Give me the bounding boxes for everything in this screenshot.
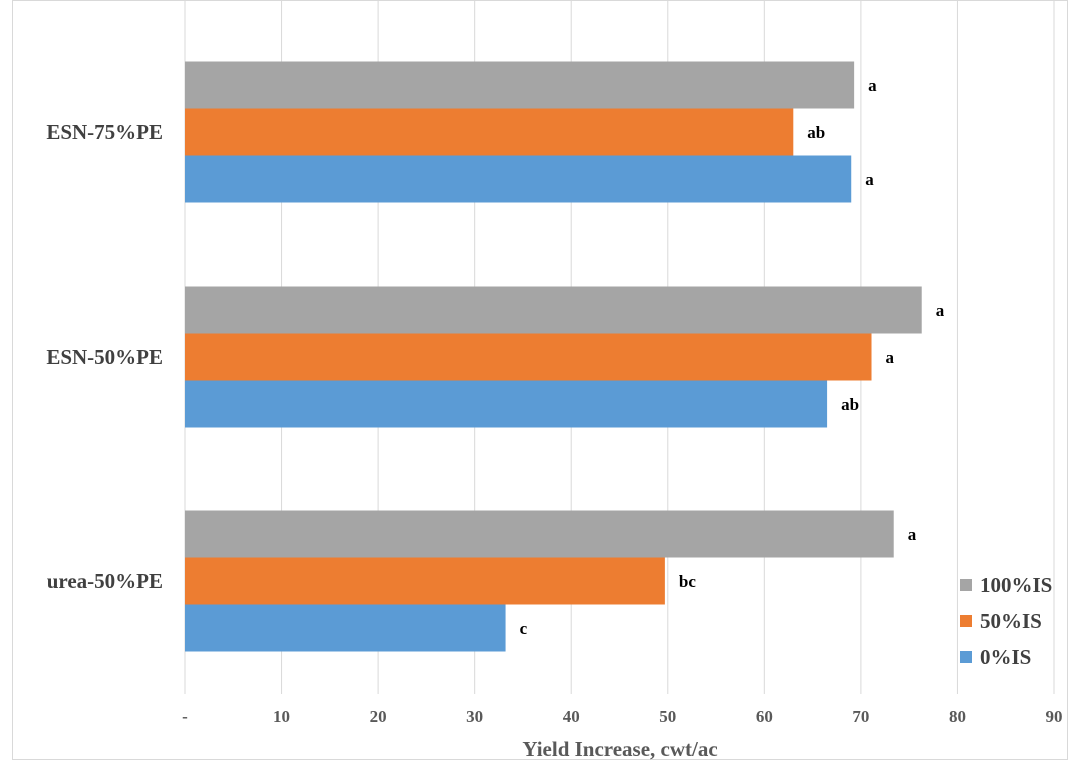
legend-swatch <box>960 651 972 663</box>
x-tick-label: 50 <box>659 707 676 726</box>
legend-label: 100%IS <box>980 573 1052 597</box>
data-label: ab <box>841 395 859 414</box>
data-label: a <box>865 170 874 189</box>
legend-label: 0%IS <box>980 645 1031 669</box>
bar-50pctIS-2 <box>185 108 794 156</box>
bars <box>185 61 922 652</box>
data-label: a <box>936 301 945 320</box>
data-labels: c bc a ab a a a ab a <box>520 76 945 638</box>
legend-label: 50%IS <box>980 609 1042 633</box>
x-tick-label: 90 <box>1046 707 1063 726</box>
x-axis-title: Yield Increase, cwt/ac <box>522 737 717 761</box>
legend-swatch <box>960 615 972 627</box>
bar-0pctIS-2 <box>185 155 852 203</box>
x-tick-label: 10 <box>273 707 290 726</box>
legend-swatch <box>960 579 972 591</box>
bar-100pctIS-1 <box>185 286 922 334</box>
bar-100pctIS-0 <box>185 510 894 558</box>
data-label: c <box>520 619 528 638</box>
x-tick-label: 80 <box>949 707 966 726</box>
bar-0pctIS-1 <box>185 380 828 428</box>
x-tick-label: 20 <box>370 707 387 726</box>
x-tick-label: 60 <box>756 707 773 726</box>
category-label: ESN-50%PE <box>46 345 163 369</box>
bar-50pctIS-0 <box>185 557 665 605</box>
legend: 100%IS 50%IS 0%IS <box>960 573 1052 669</box>
x-tick-label: 70 <box>852 707 869 726</box>
data-label: a <box>908 525 917 544</box>
data-label: a <box>868 76 877 95</box>
data-label: ab <box>807 123 825 142</box>
data-label: a <box>886 348 895 367</box>
bar-50pctIS-1 <box>185 333 872 381</box>
x-tick-label: - <box>182 707 188 726</box>
bar-0pctIS-0 <box>185 604 506 652</box>
category-label: ESN-75%PE <box>46 120 163 144</box>
data-label: bc <box>679 572 696 591</box>
x-tick-label: 30 <box>466 707 483 726</box>
bar-100pctIS-2 <box>185 61 855 109</box>
x-tick-labels: - 10 20 30 40 50 60 70 80 90 <box>182 707 1062 726</box>
category-labels: urea-50%PE ESN-50%PE ESN-75%PE <box>46 120 163 593</box>
category-label: urea-50%PE <box>47 569 163 593</box>
x-tick-label: 40 <box>563 707 580 726</box>
